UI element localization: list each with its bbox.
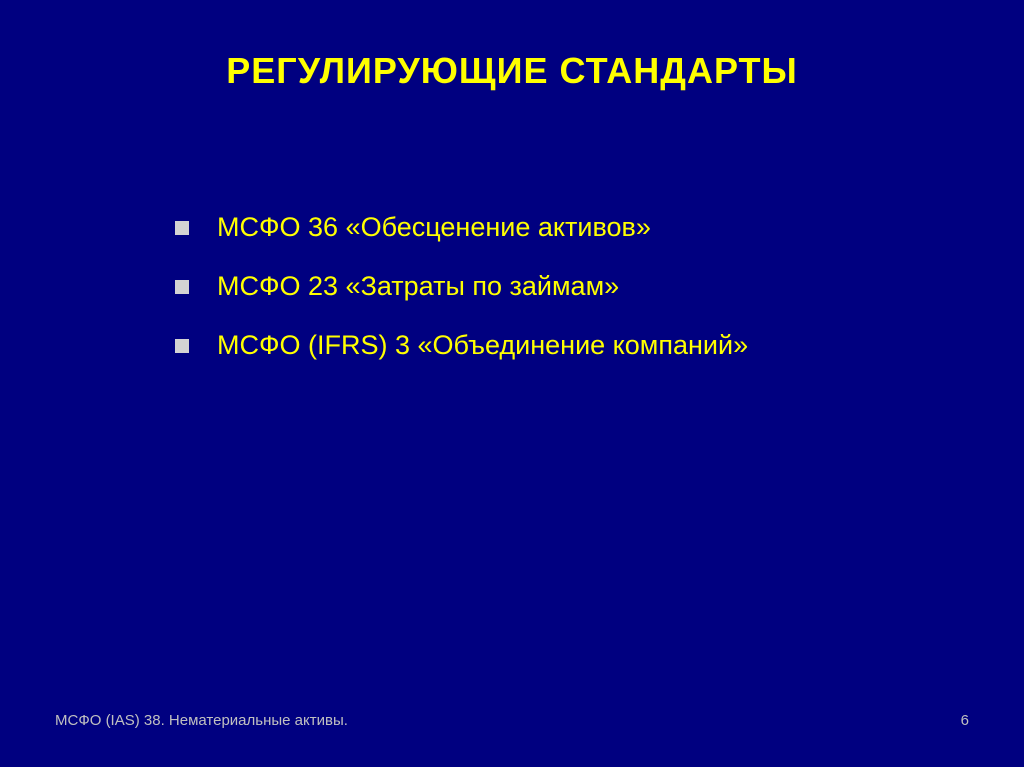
bullet-text: МСФО 36 «Обесценение активов»: [217, 212, 651, 243]
square-bullet-icon: [175, 280, 189, 294]
bullet-list: МСФО 36 «Обесценение активов» МСФО 23 «З…: [0, 92, 1024, 361]
list-item: МСФО 23 «Затраты по займам»: [175, 271, 1024, 302]
square-bullet-icon: [175, 221, 189, 235]
list-item: МСФО (IFRS) 3 «Объединение компаний»: [175, 330, 1024, 361]
bullet-text: МСФО 23 «Затраты по займам»: [217, 271, 619, 302]
square-bullet-icon: [175, 339, 189, 353]
slide-footer: МСФО (IAS) 38. Нематериальные активы. 6: [0, 712, 1024, 729]
bullet-text: МСФО (IFRS) 3 «Объединение компаний»: [217, 330, 748, 361]
footer-reference: МСФО (IAS) 38. Нематериальные активы.: [55, 712, 348, 729]
page-number: 6: [961, 712, 969, 729]
list-item: МСФО 36 «Обесценение активов»: [175, 212, 1024, 243]
slide-title: РЕГУЛИРУЮЩИЕ СТАНДАРТЫ: [0, 0, 1024, 92]
